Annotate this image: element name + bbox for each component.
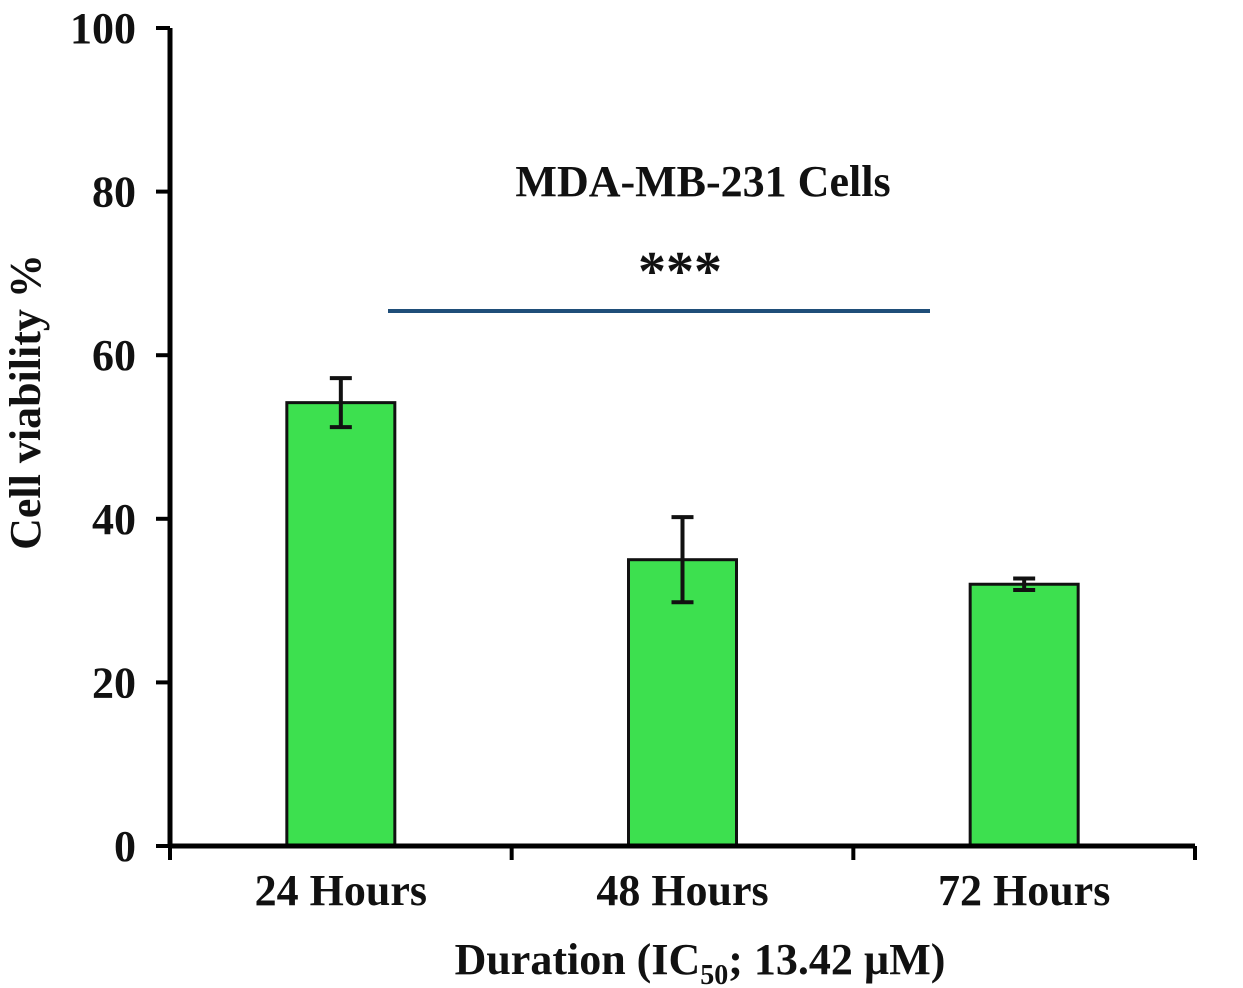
- y-tick-label: 0: [114, 822, 136, 871]
- y-tick-label: 60: [92, 331, 136, 380]
- bar: [285, 401, 397, 848]
- error-bars: [329, 376, 1036, 605]
- x-axis-ticks: 24 Hours 48 Hours 72 Hours: [168, 846, 1197, 915]
- y-tick-label: 100: [70, 4, 136, 53]
- y-tick-label: 80: [92, 168, 136, 217]
- x-axis-label-prefix: Duration (IC: [455, 935, 701, 984]
- bars: [285, 401, 1080, 848]
- error-bar: [1013, 576, 1036, 592]
- error-bar: [329, 376, 352, 430]
- y-axis-ticks: 0 20 40 60 80 100: [70, 4, 170, 871]
- x-tick-label: 72 Hours: [938, 866, 1110, 915]
- y-tick-label: 20: [92, 658, 136, 707]
- bar: [968, 582, 1080, 848]
- x-axis-label-subscript: 50: [700, 960, 728, 988]
- x-tick-label: 48 Hours: [596, 866, 768, 915]
- significance-marker: ***: [638, 241, 722, 303]
- axes: [167, 28, 1195, 849]
- error-bar: [671, 515, 694, 605]
- y-axis-label: Cell viability %: [1, 254, 50, 550]
- chart-title: MDA-MB-231 Cells: [515, 157, 890, 206]
- x-axis-label-suffix: ; 13.42 µM): [728, 935, 945, 984]
- x-axis-label: Duration (IC50; 13.42 µM): [455, 935, 946, 988]
- y-tick-label: 40: [92, 495, 136, 544]
- x-tick-label: 24 Hours: [255, 866, 427, 915]
